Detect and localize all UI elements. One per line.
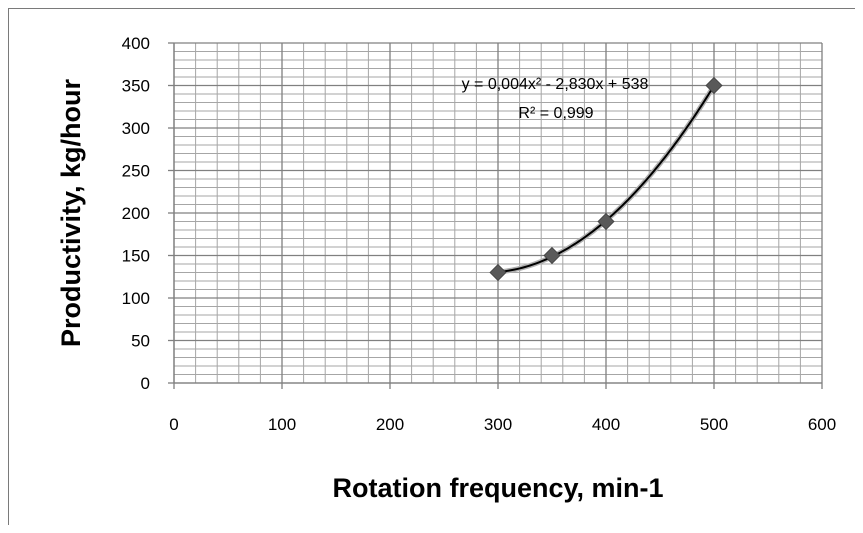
axes xyxy=(168,42,823,389)
x-tick-label: 400 xyxy=(592,415,620,434)
y-tick-label: 250 xyxy=(122,162,150,181)
y-axis-title: Productivity, kg/hour xyxy=(56,79,86,348)
y-tick-label: 400 xyxy=(122,34,150,53)
data-point xyxy=(489,263,507,282)
y-tick-label: 0 xyxy=(141,374,150,393)
y-tick-label: 200 xyxy=(122,204,150,223)
tick-labels: 0 50 100 150 200 250 300 350 400 0 100 200 300 400 500… xyxy=(122,34,837,434)
x-tick-label: 300 xyxy=(484,415,512,434)
x-tick-label: 200 xyxy=(376,415,404,434)
grid xyxy=(173,42,823,384)
y-tick-label: 150 xyxy=(122,247,150,266)
data-points xyxy=(489,76,723,282)
y-tick-label: 350 xyxy=(122,77,150,96)
y-tick-label: 300 xyxy=(122,119,150,138)
x-tick-label: 0 xyxy=(169,415,178,434)
x-tick-label: 500 xyxy=(700,415,728,434)
x-tick-label: 100 xyxy=(268,415,296,434)
trendline-equation: y = 0,004x² - 2,830x + 538 xyxy=(462,76,649,93)
trendline-r-squared: R² = 0,999 xyxy=(518,105,593,122)
chart-frame xyxy=(8,8,855,525)
x-axis-title: Rotation frequency, min-1 xyxy=(332,473,663,503)
data-point xyxy=(543,246,561,265)
data-point xyxy=(705,76,723,95)
y-tick-label: 50 xyxy=(131,332,150,351)
data-point xyxy=(597,212,615,231)
y-tick-label: 100 xyxy=(122,289,150,308)
x-tick-label: 600 xyxy=(808,415,836,434)
